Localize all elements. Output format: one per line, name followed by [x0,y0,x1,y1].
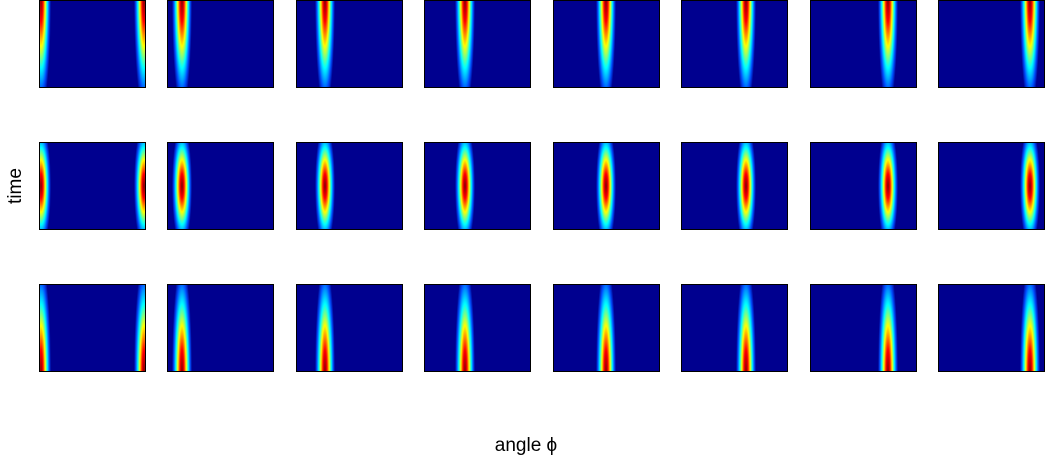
heatmap-panel [296,142,403,230]
panel-border [553,0,660,88]
panel-border [167,0,274,88]
heatmap-panel [296,284,403,372]
panel-border [39,0,146,88]
panel-border [553,142,660,230]
panel-border [810,142,917,230]
heatmap-panel [424,284,531,372]
panel-border [424,0,531,88]
x-axis-label: angle ϕ [495,435,557,456]
heatmap-panel [681,284,788,372]
heatmap-panel [553,284,660,372]
panel-grid [39,0,1045,372]
panel-border [167,284,274,372]
panel-border [296,284,403,372]
heatmap-panel [938,0,1045,88]
heatmap-panel [39,0,146,88]
panel-border [167,142,274,230]
y-axis-label: time [5,168,26,204]
heatmap-panel [810,284,917,372]
panel-border [810,0,917,88]
panel-border [553,284,660,372]
heatmap-panel [938,142,1045,230]
panel-border [424,284,531,372]
panel-border [296,142,403,230]
heatmap-panel [810,0,917,88]
panel-border [681,0,788,88]
heatmap-panel [296,0,403,88]
panel-border [681,284,788,372]
panel-border [39,284,146,372]
panel-border [424,142,531,230]
heatmap-panel [39,284,146,372]
heatmap-panel [167,142,274,230]
heatmap-panel [424,0,531,88]
heatmap-panel [938,284,1045,372]
panel-border [810,284,917,372]
heatmap-panel [424,142,531,230]
heatmap-panel [553,0,660,88]
heatmap-panel [681,0,788,88]
panel-border [681,142,788,230]
heatmap-panel [39,142,146,230]
panel-border [39,142,146,230]
heatmap-panel [553,142,660,230]
heatmap-panel [681,142,788,230]
heatmap-panel [167,0,274,88]
heatmap-panel [167,284,274,372]
panel-border [296,0,403,88]
heatmap-panel [810,142,917,230]
